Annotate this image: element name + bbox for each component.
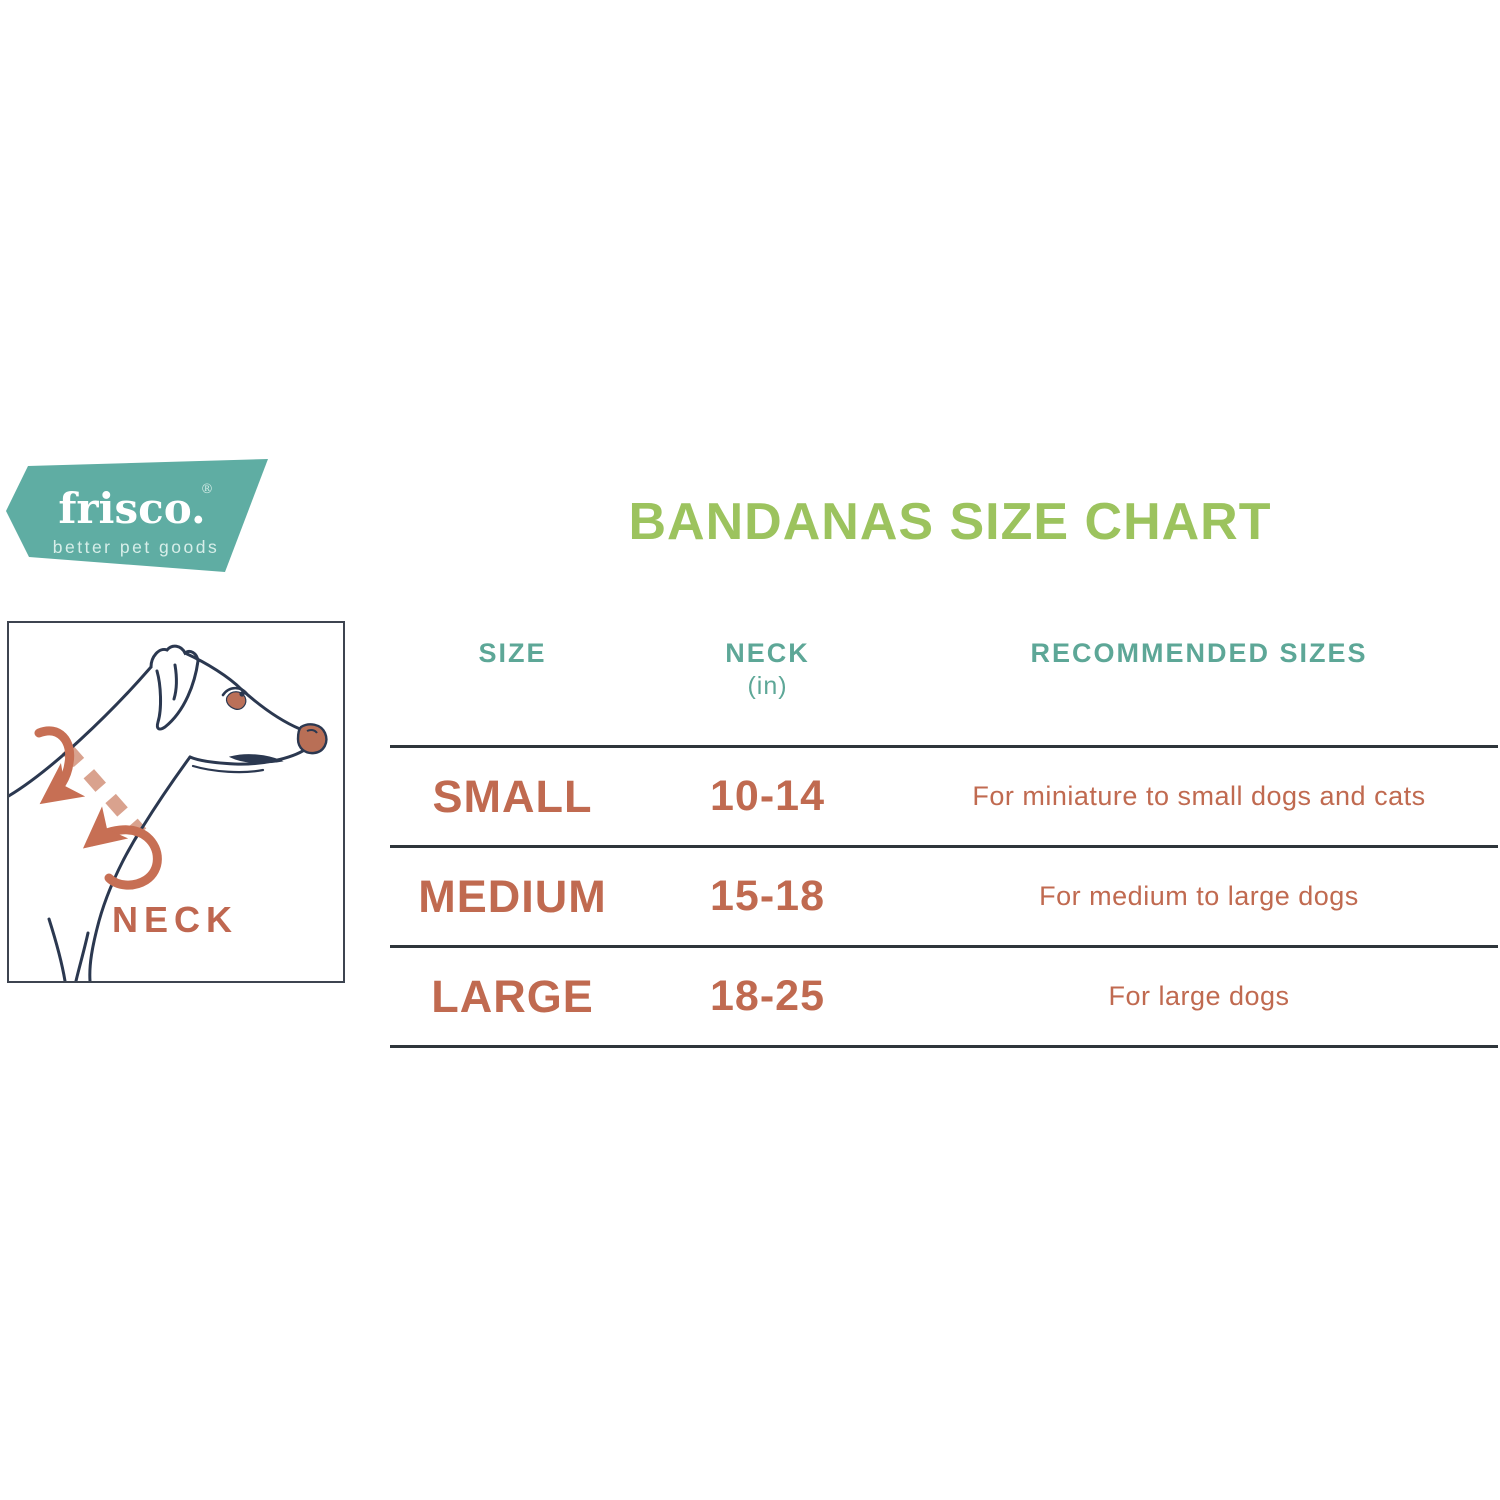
- header-recommended-label: RECOMMENDED SIZES: [1030, 638, 1368, 668]
- recommended-value: For large dogs: [1108, 981, 1290, 1011]
- measure-arrow-bottom-icon: [82, 806, 162, 890]
- header-size: SIZE: [390, 626, 635, 669]
- logo-tagline: better pet goods: [53, 537, 219, 557]
- neck-range-value: 10-14: [710, 772, 825, 820]
- neck-label: NECK: [112, 899, 238, 940]
- dog-eye-pupil: [239, 691, 245, 697]
- logo-registered-mark: ®: [201, 482, 214, 497]
- header-neck-unit: (in): [747, 672, 788, 700]
- header-neck: NECK (in): [635, 626, 900, 701]
- size-value: LARGE: [431, 970, 594, 1022]
- dog-outline: [9, 644, 308, 981]
- table-header-row: SIZE NECK (in) RECOMMENDED SIZES: [390, 626, 1498, 745]
- header-neck-label: NECK: [725, 638, 810, 668]
- size-value: SMALL: [432, 770, 593, 822]
- table-row-medium: MEDIUM 15-18 For medium to large dogs: [390, 845, 1498, 945]
- header-recommended: RECOMMENDED SIZES: [900, 626, 1498, 669]
- size-value: MEDIUM: [418, 870, 607, 922]
- dog-nose: [296, 723, 328, 755]
- logo-brand-text: frisco.: [58, 484, 205, 533]
- recommended-value: For miniature to small dogs and cats: [972, 781, 1426, 811]
- page-title: BANDANAS SIZE CHART: [628, 493, 1272, 551]
- neck-measure-band: [61, 744, 147, 838]
- frisco-logo: frisco. ® better pet goods: [4, 452, 272, 578]
- dog-nostril: [306, 728, 318, 734]
- neck-range-value: 15-18: [710, 872, 825, 920]
- recommended-value: For medium to large dogs: [1039, 881, 1359, 911]
- table-row-small: SMALL 10-14 For miniature to small dogs …: [390, 745, 1498, 845]
- table-row-large: LARGE 18-25 For large dogs: [390, 945, 1498, 1048]
- neck-measurement-diagram: NECK: [7, 621, 345, 983]
- neck-range-value: 18-25: [710, 972, 825, 1020]
- measure-arrow-top-icon: [34, 726, 86, 805]
- logo-banner-shape: [6, 459, 268, 572]
- frisco-logo-banner: frisco. ® better pet goods: [6, 459, 268, 572]
- size-table: SIZE NECK (in) RECOMMENDED SIZES SMALL 1…: [390, 626, 1498, 1048]
- dog-illustration: NECK: [9, 644, 328, 981]
- header-size-label: SIZE: [478, 638, 547, 668]
